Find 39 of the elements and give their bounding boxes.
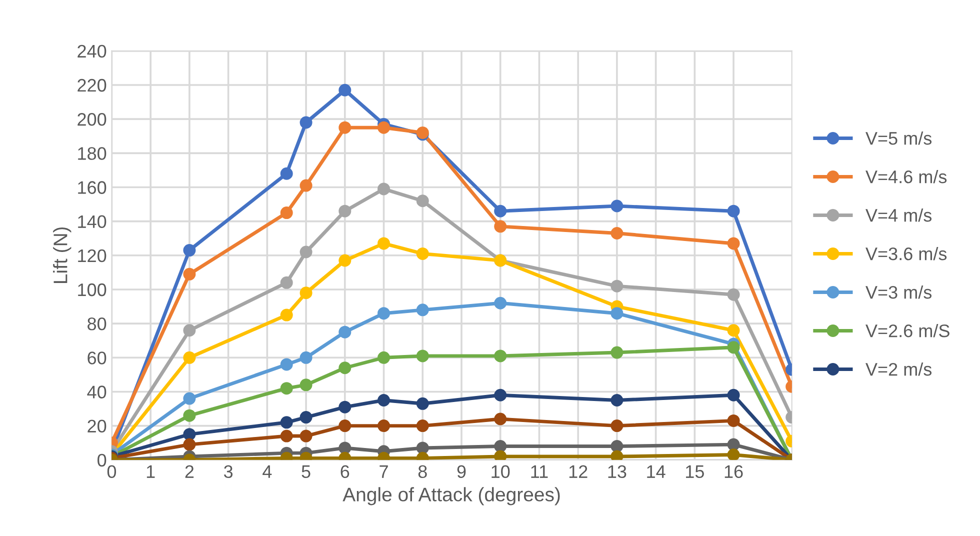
x-tick-label: 16 [724, 465, 743, 478]
x-tick-label: 4 [262, 465, 272, 478]
y-tick-label: 60 [88, 352, 106, 364]
x-tick-label: 2 [185, 465, 194, 478]
x-tick-label: 1 [146, 465, 155, 478]
x-tick-label: 10 [492, 465, 510, 478]
legend-label: V=2.6 m/S [866, 324, 950, 338]
x-tick-label: 0 [107, 465, 116, 478]
y-tick-label: 240 [78, 44, 106, 58]
x-axis-title: Angle of Attack (degrees) [342, 487, 560, 506]
x-tick-label: 14 [647, 465, 666, 478]
x-tick-label: 7 [380, 465, 388, 478]
x-tick-label: 5 [302, 465, 310, 478]
y-tick-label: 20 [88, 420, 106, 433]
y-tick-label: 180 [78, 147, 106, 160]
x-tick-label: 9 [457, 465, 466, 478]
y-tick-label: 0 [98, 454, 106, 467]
y-tick-label: 200 [78, 113, 106, 126]
y-tick-label: 220 [78, 78, 106, 92]
y-tick-label: 160 [78, 181, 106, 194]
legend-label: V=4.6 m/s [866, 170, 947, 184]
legend-label: V=3 m/s [866, 285, 932, 299]
x-tick-label: 12 [569, 465, 588, 478]
y-axis-title: Lift (N) [53, 227, 72, 283]
y-tick-label: 40 [87, 386, 106, 398]
x-tick-label: 13 [608, 465, 626, 478]
y-tick-label: 100 [78, 283, 106, 296]
legend-label: V=2 m/s [866, 362, 932, 376]
legend-label: V=5 m/s [866, 131, 932, 145]
x-tick-label: 15 [686, 465, 704, 478]
legend-label: V=3.6 m/s [866, 246, 947, 260]
y-tick-label: 80 [88, 318, 106, 330]
x-tick-label: 3 [224, 465, 233, 478]
x-tick-label: 6 [340, 465, 350, 478]
x-tick-label: 8 [418, 465, 427, 478]
x-tick-label: 11 [531, 465, 548, 478]
y-tick-label: 120 [78, 249, 106, 262]
y-tick-label: 140 [78, 215, 106, 228]
legend-label: V=4 m/s [866, 208, 932, 222]
